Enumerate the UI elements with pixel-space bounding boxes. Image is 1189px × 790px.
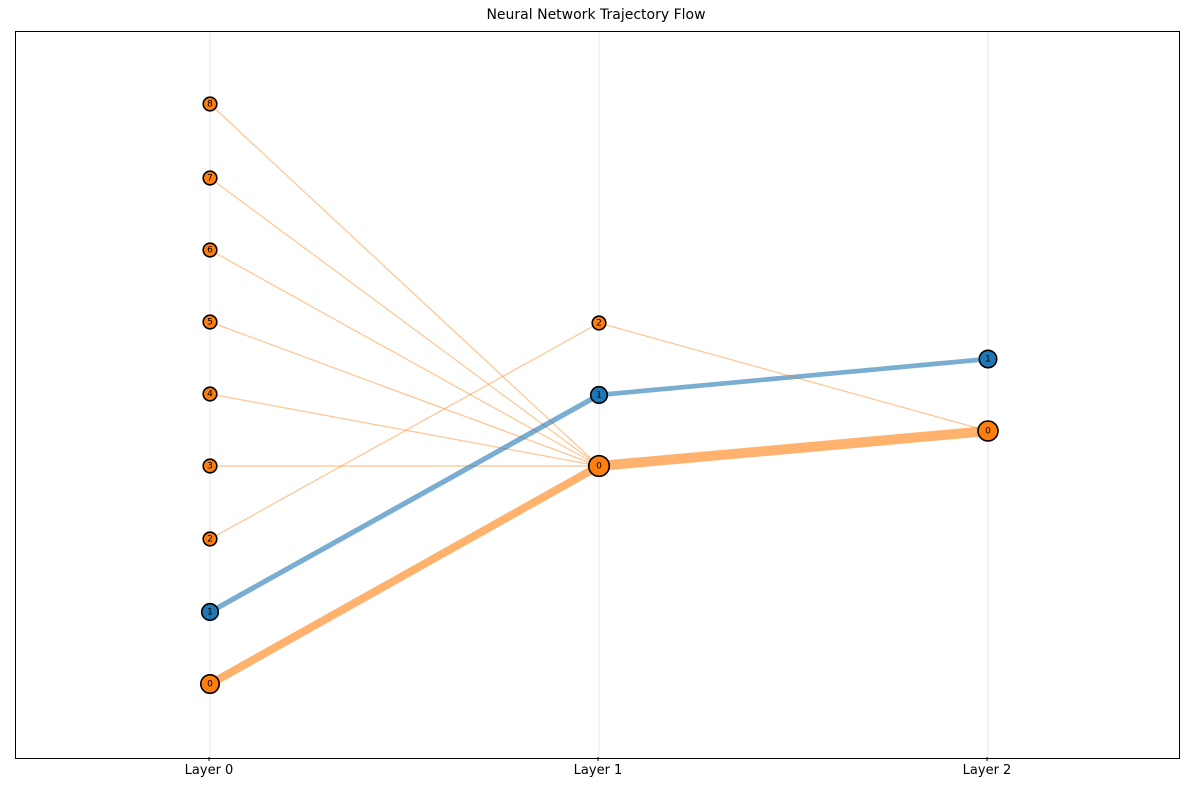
node-layer0-3 bbox=[202, 458, 218, 474]
node-layer0-7 bbox=[202, 170, 218, 186]
edge-l0n7-l1n0 bbox=[209, 177, 600, 467]
x-tick-layer-2 bbox=[986, 757, 988, 761]
x-tick-label-layer-1: Layer 1 bbox=[573, 763, 623, 778]
axes-frame: 0 1 2 3 4 5 6 7 8 0 1 2 0 1 bbox=[15, 31, 1180, 759]
edge-l0n8-l1n0 bbox=[209, 103, 600, 467]
edge-l0n4-l1n0 bbox=[209, 393, 600, 467]
edge-l1n1-l2n1 bbox=[598, 356, 989, 398]
node-layer0-0 bbox=[200, 673, 221, 694]
node-layer0-4 bbox=[202, 386, 218, 402]
node-label-layer0-8: 8 bbox=[207, 100, 213, 110]
node-layer1-1 bbox=[589, 385, 609, 405]
edge-l0n5-l1n0 bbox=[209, 321, 600, 467]
edge-l0n0-l1n0 bbox=[208, 462, 601, 688]
edge-l0n2-l1n2 bbox=[209, 322, 600, 540]
edge-l0n1-l1n1 bbox=[208, 392, 601, 615]
node-label-layer0-7: 7 bbox=[207, 174, 213, 184]
x-tick-layer-0 bbox=[208, 757, 210, 761]
node-layer0-2 bbox=[202, 531, 218, 547]
node-label-layer0-1: 1 bbox=[207, 608, 213, 618]
node-layer0-5 bbox=[202, 314, 218, 330]
x-tick-label-layer-0: Layer 0 bbox=[184, 763, 234, 778]
node-layer0-8 bbox=[202, 96, 218, 112]
node-layer0-1 bbox=[200, 602, 220, 622]
edge-l1n2-l2n0 bbox=[598, 322, 989, 432]
node-label-layer0-3: 3 bbox=[207, 462, 213, 472]
node-layer1-2 bbox=[591, 315, 607, 331]
node-label-layer1-0: 0 bbox=[596, 462, 602, 472]
edge-l0n6-l1n0 bbox=[209, 249, 600, 467]
node-label-layer2-1: 1 bbox=[985, 355, 991, 365]
node-label-layer0-6: 6 bbox=[207, 246, 213, 256]
node-label-layer0-5: 5 bbox=[207, 318, 213, 328]
node-layer0-6 bbox=[202, 242, 218, 258]
node-layer1-0 bbox=[587, 454, 611, 478]
node-label-layer0-0: 0 bbox=[207, 680, 213, 690]
node-layer2-0 bbox=[977, 420, 999, 442]
x-tick-label-layer-2: Layer 2 bbox=[962, 763, 1012, 778]
node-label-layer0-2: 2 bbox=[207, 535, 213, 545]
plot-area: 0 1 2 3 4 5 6 7 8 0 1 2 0 1 bbox=[200, 32, 999, 758]
x-tick-layer-1 bbox=[597, 757, 599, 761]
node-label-layer1-1: 1 bbox=[596, 391, 602, 401]
edge-l1n0-l2n0 bbox=[598, 426, 989, 471]
node-label-layer0-4: 4 bbox=[207, 390, 213, 400]
node-label-layer1-2: 2 bbox=[596, 319, 602, 329]
node-layer2-1 bbox=[978, 349, 998, 369]
chart-title: Neural Network Trajectory Flow bbox=[486, 7, 706, 23]
node-label-layer2-0: 0 bbox=[985, 427, 991, 437]
